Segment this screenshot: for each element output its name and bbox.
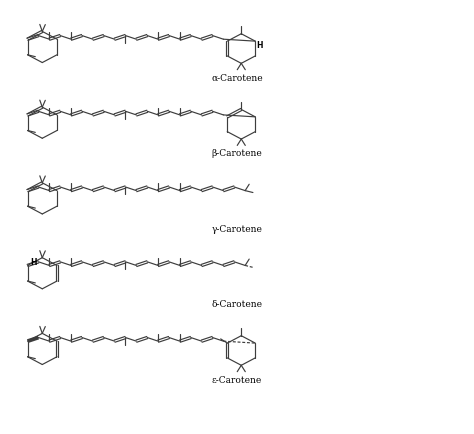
Text: γ-Carotene: γ-Carotene	[211, 225, 263, 234]
Text: α-Carotene: α-Carotene	[211, 74, 263, 82]
Text: H: H	[256, 41, 262, 50]
Text: H: H	[30, 258, 36, 267]
Text: δ-Carotene: δ-Carotene	[211, 300, 263, 309]
Text: ε-Carotene: ε-Carotene	[212, 375, 262, 385]
Text: β-Carotene: β-Carotene	[211, 149, 263, 158]
